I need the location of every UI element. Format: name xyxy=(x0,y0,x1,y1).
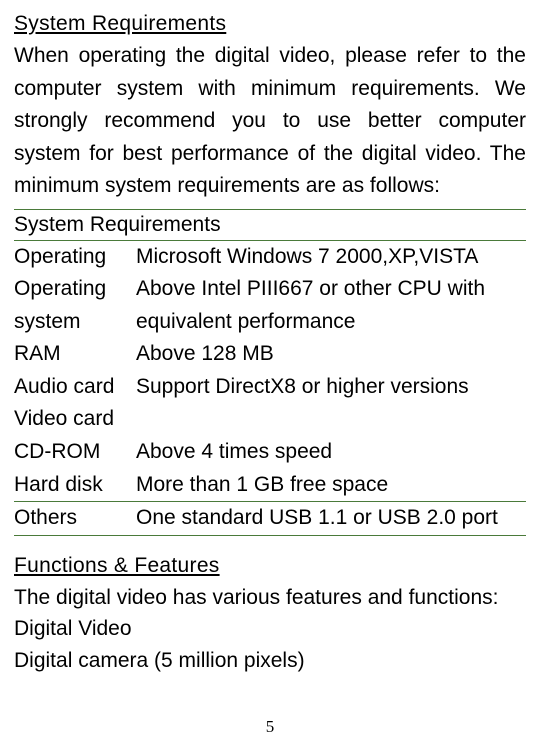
table-row: Operating Microsoft Windows 7 2000,XP,VI… xyxy=(14,241,526,274)
table-label: RAM xyxy=(14,338,136,371)
table-footer: Others One standard USB 1.1 or USB 2.0 p… xyxy=(14,502,526,535)
section-heading-2: Functions & Features xyxy=(14,554,526,578)
table-row: CD-ROM Above 4 times speed xyxy=(14,436,526,469)
features-intro: The digital video has various features a… xyxy=(14,582,526,614)
table-value: Above 128 MB xyxy=(136,338,526,371)
table-value: One standard USB 1.1 or USB 2.0 port xyxy=(136,502,526,535)
table-value: Above 4 times speed xyxy=(136,436,526,469)
table-body: Operating Microsoft Windows 7 2000,XP,VI… xyxy=(14,241,526,502)
table-value: More than 1 GB free space xyxy=(136,469,526,502)
heading-text: Functions & Features xyxy=(14,554,220,577)
table-label: CD-ROM xyxy=(14,436,136,469)
table-label: Operating system xyxy=(14,273,136,338)
table-label: Others xyxy=(14,502,136,535)
table-row: Operating system Above Intel PIII667 or … xyxy=(14,273,526,338)
intro-paragraph: When operating the digital video, please… xyxy=(14,40,526,203)
heading-text: System Requirements xyxy=(14,12,226,35)
table-row: Others One standard USB 1.1 or USB 2.0 p… xyxy=(14,502,526,535)
features-item: Digital Video xyxy=(14,613,526,645)
table-value: Microsoft Windows 7 2000,XP,VISTA xyxy=(136,241,526,274)
table-label: Hard disk xyxy=(14,469,136,502)
table-label: Operating xyxy=(14,241,136,274)
features-item: Digital camera (5 million pixels) xyxy=(14,645,526,677)
table-row: Hard disk More than 1 GB free space xyxy=(14,469,526,502)
table-row: RAM Above 128 MB xyxy=(14,338,526,371)
page-number: 5 xyxy=(266,717,275,737)
table-header: System Requirements xyxy=(14,210,526,241)
table-row: Audio card Video card Support DirectX8 o… xyxy=(14,371,526,436)
table-value: Support DirectX8 or higher versions xyxy=(136,371,526,404)
table-value: Above Intel PIII667 or other CPU with eq… xyxy=(136,273,526,338)
table-label: Audio card Video card xyxy=(14,371,136,436)
requirements-table: System Requirements Operating Microsoft … xyxy=(14,209,526,536)
section-heading-1: System Requirements xyxy=(14,12,526,36)
